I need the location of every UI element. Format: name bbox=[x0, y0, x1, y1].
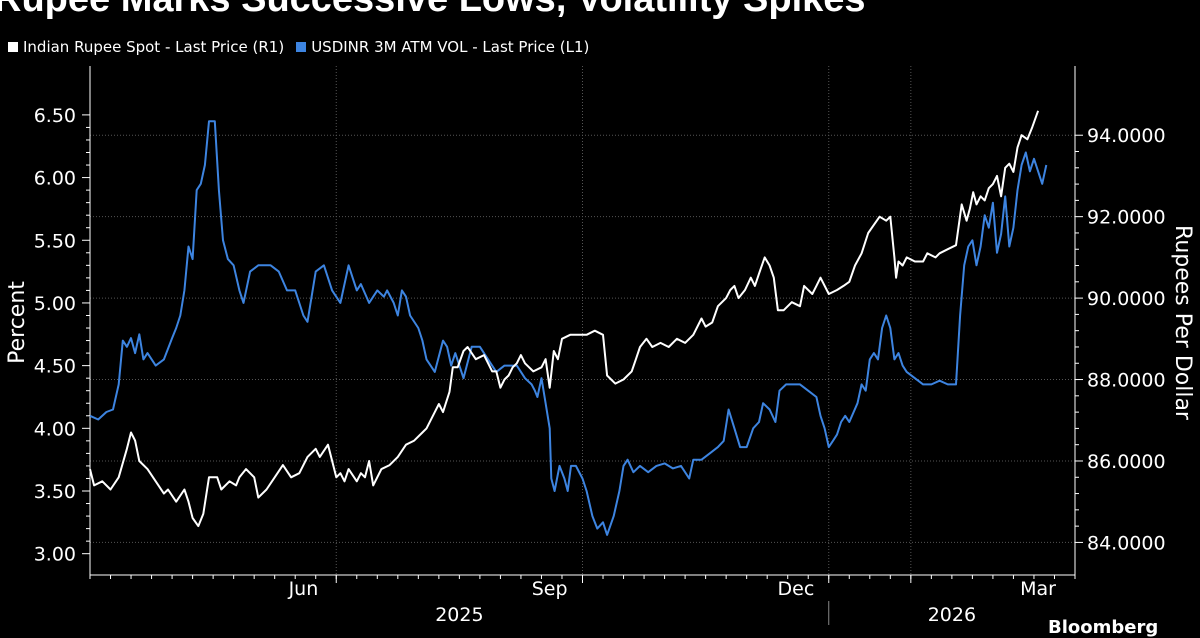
left-tick-label: 5.50 bbox=[34, 230, 76, 252]
right-tick-label: 94.0000 bbox=[1087, 125, 1166, 147]
left-tick-label: 3.50 bbox=[34, 481, 76, 503]
axes bbox=[82, 66, 1083, 625]
legend-item-rupee: Indian Rupee Spot - Last Price (R1) bbox=[8, 38, 284, 56]
gridlines bbox=[90, 66, 1075, 575]
left-axis-title: Percent bbox=[5, 281, 30, 364]
legend-label-vol: USDINR 3M ATM VOL - Last Price (L1) bbox=[311, 38, 590, 56]
legend-swatch-rupee bbox=[8, 42, 18, 52]
x-tick-label: Mar bbox=[1020, 578, 1056, 600]
axis-labels: 3.00 3.50 4.00 4.50 5.00 5.50 6.00 6.50 84.0000 8… bbox=[5, 105, 1195, 626]
legend-swatch-vol bbox=[296, 42, 307, 52]
right-tick-label: 92.0000 bbox=[1087, 207, 1166, 229]
year-label: 2025 bbox=[435, 604, 483, 626]
right-tick-label: 86.0000 bbox=[1087, 451, 1166, 473]
x-tick-label: Jun bbox=[288, 578, 319, 600]
x-tick-label: Dec bbox=[778, 578, 815, 600]
x-tick-label: Sep bbox=[532, 578, 568, 600]
left-tick-label: 6.00 bbox=[34, 168, 76, 190]
right-tick-label: 90.0000 bbox=[1087, 288, 1166, 310]
series-lines bbox=[89, 110, 1048, 536]
right-tick-label: 88.0000 bbox=[1087, 370, 1166, 392]
right-axis-title: Rupees Per Dollar bbox=[1170, 225, 1195, 421]
left-tick-label: 4.00 bbox=[34, 418, 76, 440]
right-tick-label: 84.0000 bbox=[1087, 532, 1166, 554]
vol-series-line bbox=[89, 120, 1048, 536]
legend-item-vol: USDINR 3M ATM VOL - Last Price (L1) bbox=[296, 38, 589, 56]
legend-label-rupee: Indian Rupee Spot - Last Price (R1) bbox=[23, 38, 285, 56]
left-tick-label: 4.50 bbox=[34, 356, 76, 378]
left-tick-label: 6.50 bbox=[34, 105, 76, 127]
left-tick-label: 3.00 bbox=[34, 544, 76, 566]
source-credit: Bloomberg bbox=[1048, 617, 1159, 638]
rupee-series-line bbox=[89, 110, 1040, 528]
left-tick-label: 5.00 bbox=[34, 293, 76, 315]
chart-title: Rupee Marks Successive Lows, Volatility … bbox=[0, 0, 866, 21]
year-label: 2026 bbox=[928, 604, 976, 626]
legend: Indian Rupee Spot - Last Price (R1) USDI… bbox=[8, 38, 601, 56]
